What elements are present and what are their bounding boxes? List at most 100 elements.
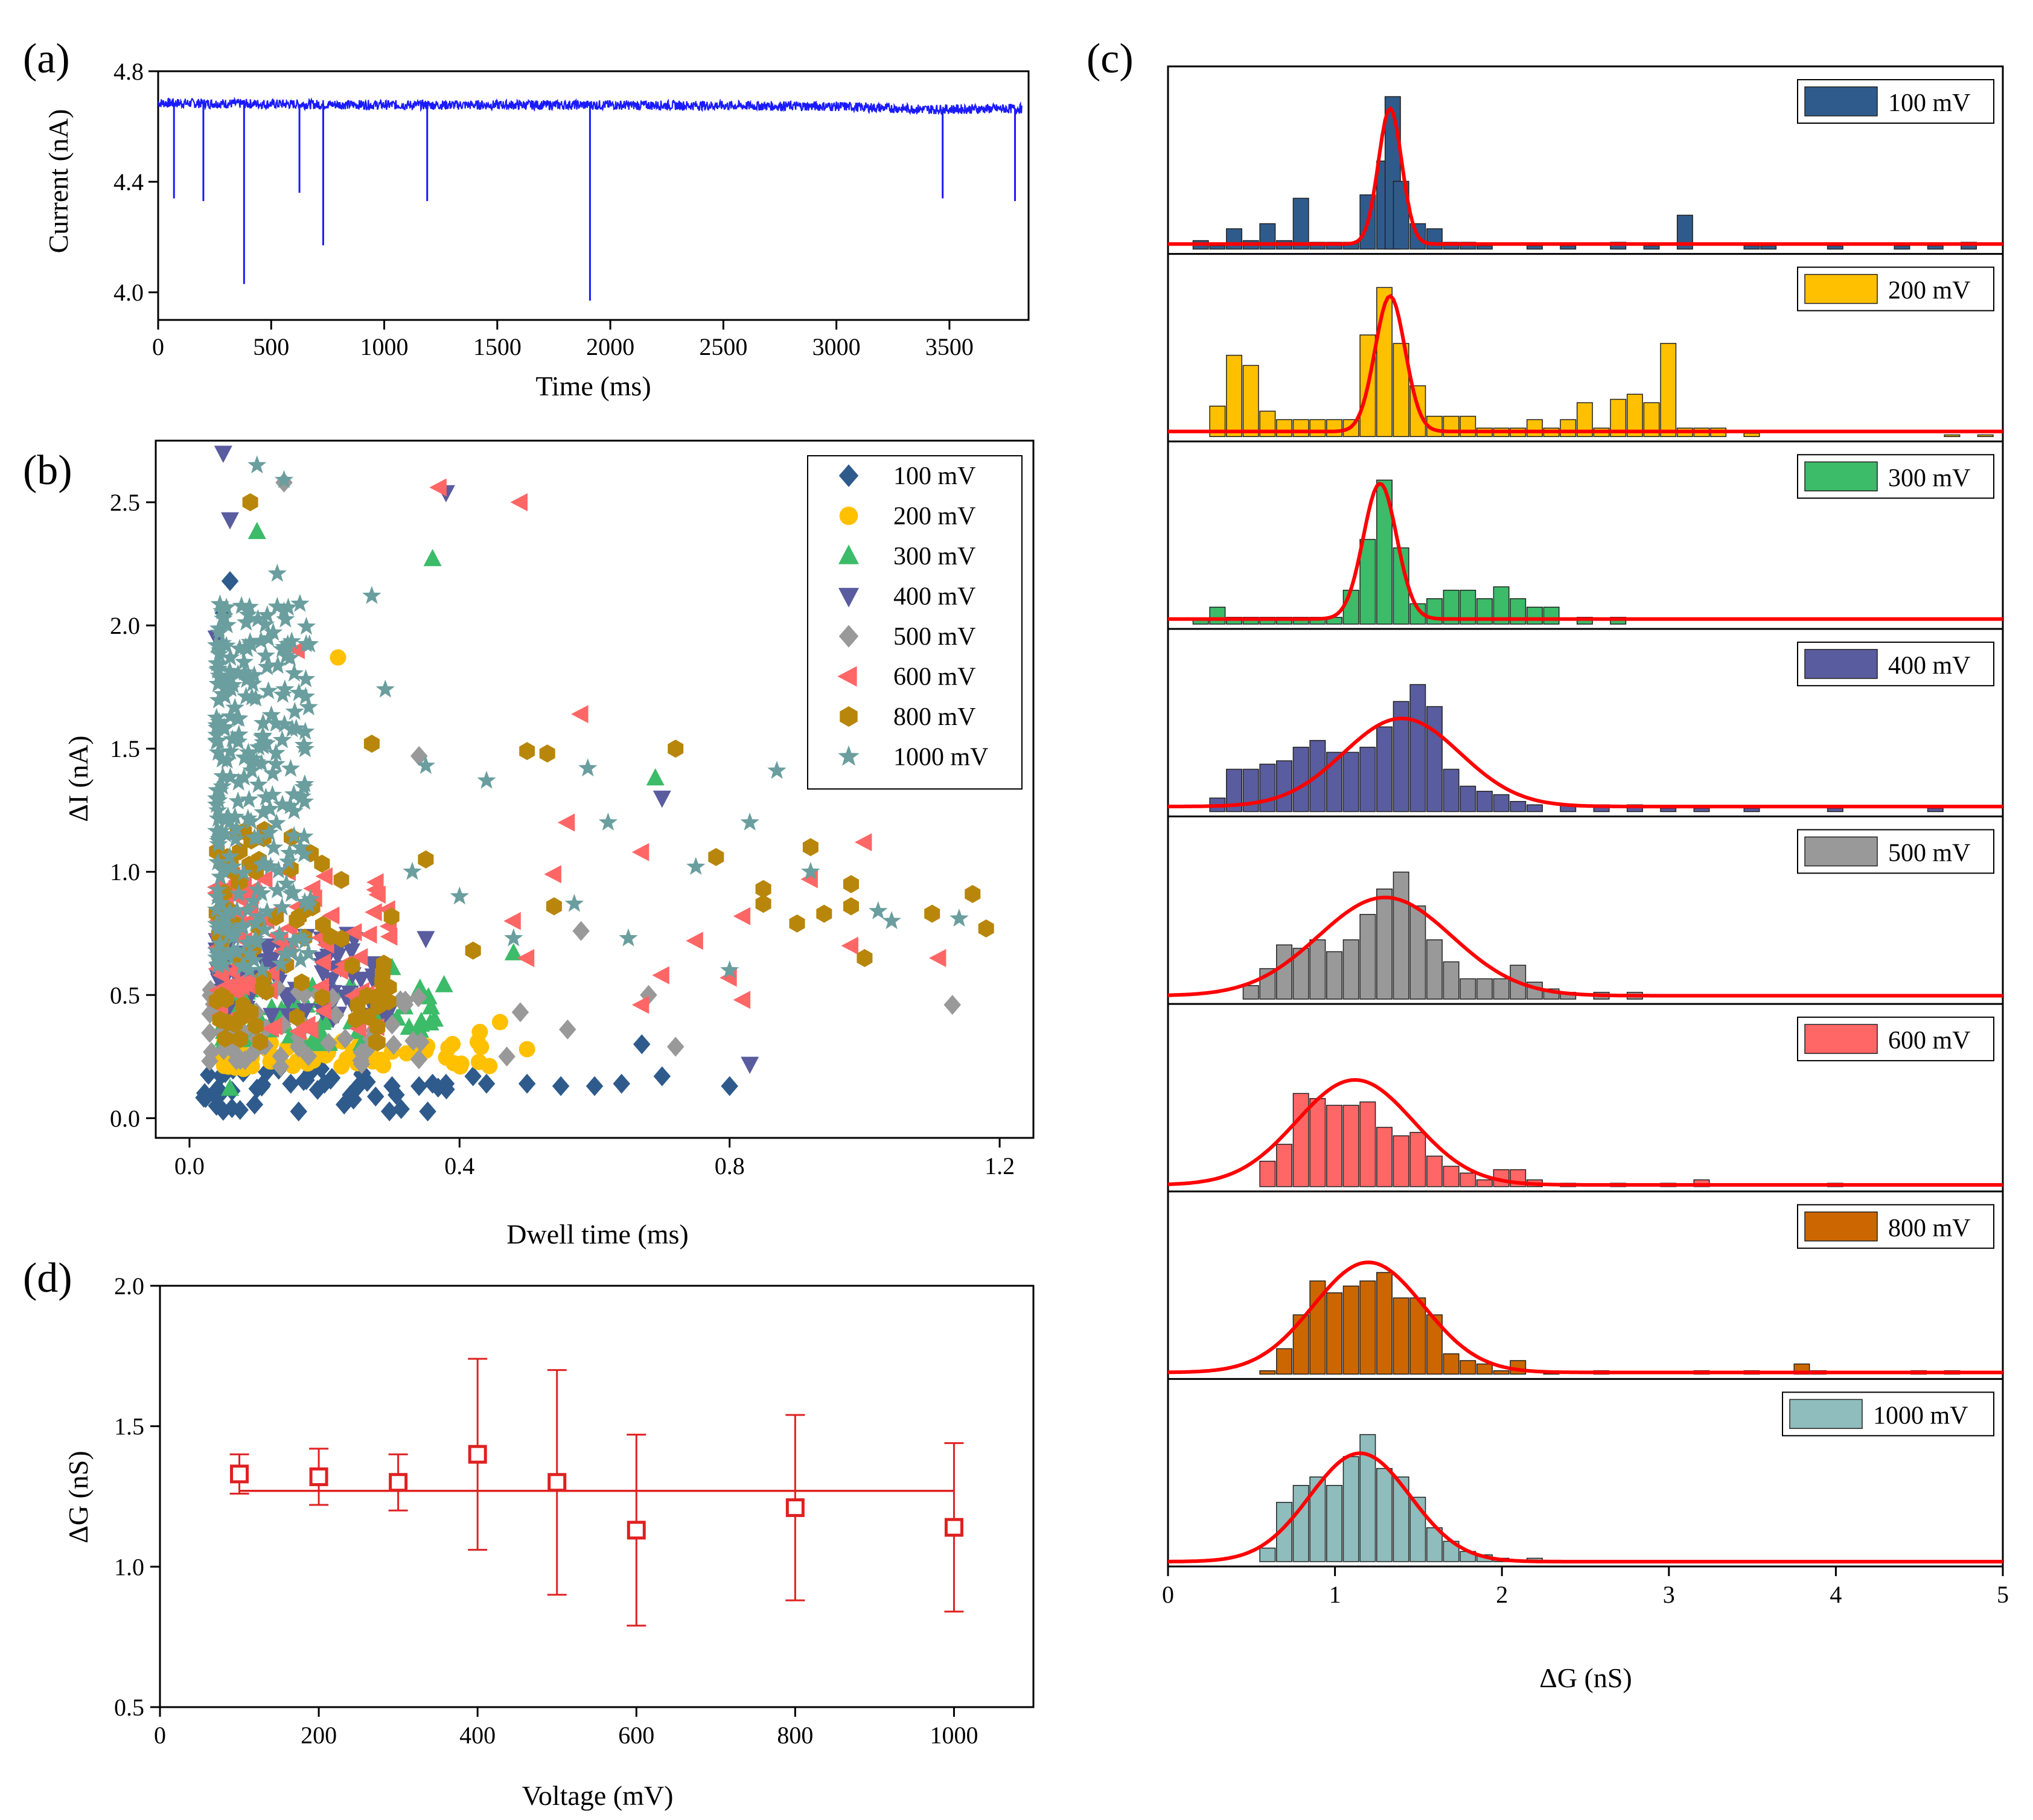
panel-b-point-1000mV: [267, 813, 286, 832]
panel-b-point-1000mV: [237, 933, 257, 951]
panel-c-bar: [1660, 808, 1677, 813]
panel-c-legend-swatch: [1804, 1212, 1878, 1242]
panel-b-point-1000mV: [248, 880, 267, 898]
panel-d-point: [389, 1473, 408, 1492]
panel-b-point-1000mV: [223, 729, 242, 748]
panel-b-point-1000mV: [243, 891, 263, 910]
panel-c-bar: [1342, 1105, 1359, 1187]
panel-b-point-400mV: [653, 790, 671, 808]
panel-b-point-100mV: [231, 1100, 249, 1120]
panel-d-ytick-label: 1.5: [114, 1413, 144, 1440]
panel-b-point-1000mV: [686, 857, 706, 875]
panel-b-legend-marker: [838, 745, 860, 766]
panel-b-ytick-label: 0.0: [110, 1105, 140, 1132]
panel-b-point-100mV: [653, 1066, 671, 1087]
panel-b-point-300mV: [646, 768, 665, 786]
panel-b-point-500mV: [295, 985, 313, 1005]
panel-b-point-1000mV: [477, 770, 496, 789]
panel-b-point-300mV: [304, 1029, 322, 1047]
panel-c-bar: [1292, 747, 1309, 813]
panel-b-point-800mV: [217, 1029, 233, 1048]
panel-b-point-800mV: [843, 875, 859, 893]
panel-b-point-800mV: [349, 996, 366, 1015]
panel-b-point-500mV: [272, 1056, 290, 1077]
panel-b-point-1000mV: [289, 683, 308, 701]
panel-b-point-500mV: [215, 1040, 232, 1061]
panel-b-point-1000mV: [247, 455, 267, 474]
panel-b-point-1000mV: [299, 895, 319, 913]
panel-c-bar: [1460, 785, 1476, 813]
panel-b-point-1000mV: [238, 900, 258, 919]
panel-b-point-500mV: [231, 1050, 249, 1070]
panel-b-point-200mV: [471, 1024, 488, 1041]
panel-b-point-600mV: [289, 1022, 307, 1041]
panel-b-point-600mV: [217, 977, 235, 996]
panel-c-bar: [1977, 434, 1994, 437]
panel-b-point-800mV: [333, 870, 349, 889]
panel-b-point-1000mV: [209, 954, 228, 973]
panel-c-fit-curve: [1168, 293, 2003, 433]
panel-b-point-1000mV: [403, 861, 422, 880]
panel-b-point-1000mV: [223, 675, 243, 694]
panel-c-legend-swatch: [1804, 836, 1878, 867]
panel-b-point-100mV: [248, 1078, 266, 1099]
panel-b-point-1000mV: [295, 892, 314, 910]
panel-b-point-800mV: [857, 949, 873, 968]
panel-b-point-1000mV: [266, 743, 286, 761]
panel-c-bar: [1894, 245, 1910, 250]
panel-c-bar: [1292, 1314, 1309, 1375]
panel-b-point-200mV: [444, 1036, 461, 1053]
panel-b-plot: 0.0 0.4 0.8 1.2 0.0 0.5 1.0 1.5 2.0 2.5 100 mV 200 …: [110, 439, 1035, 1180]
panel-b-point-1000mV: [257, 657, 277, 675]
panel-b-point-600mV: [631, 995, 649, 1014]
panel-a-label: (a): [23, 36, 70, 82]
panel-b-point-1000mV: [257, 901, 277, 920]
panel-b-point-1000mV: [267, 563, 287, 582]
panel-b-point-300mV: [400, 1017, 418, 1035]
panel-b-point-100mV: [336, 1094, 353, 1115]
panel-c-bar: [1342, 752, 1359, 813]
panel-c-bar: [1927, 245, 1944, 250]
panel-c-xtick-label: 1: [1329, 1581, 1341, 1608]
panel-b-point-1000mV: [240, 632, 260, 651]
panel-a-ytick-label: 4.4: [113, 168, 144, 196]
panel-b-point-800mV: [519, 742, 535, 761]
panel-b-point-1000mV: [215, 824, 235, 843]
panel-b-point-1000mV: [214, 915, 234, 933]
panel-c-bar: [1409, 1297, 1426, 1375]
panel-b-point-1000mV: [220, 741, 240, 760]
panel-b-point-600mV: [544, 865, 561, 884]
panel-b-point-1000mV: [949, 908, 969, 927]
panel-a-xtick-label: 3000: [812, 333, 861, 360]
panel-b-point-1000mV: [243, 674, 263, 692]
panel-b-point-100mV: [221, 571, 239, 592]
panel-b-point-1000mV: [280, 843, 299, 861]
panel-b-point-1000mV: [578, 758, 598, 777]
panel-b-point-600mV: [429, 478, 447, 497]
panel-b-point-600mV: [303, 879, 321, 898]
panel-b-point-500mV: [412, 1032, 430, 1052]
panel-b-point-1000mV: [290, 837, 310, 856]
panel-b-point-600mV: [503, 912, 521, 930]
panel-b-point-1000mV: [225, 806, 244, 825]
panel-b-point-1000mV: [263, 785, 282, 803]
panel-b-point-1000mV: [301, 889, 320, 908]
panel-c-bar: [1443, 961, 1460, 1000]
panel-b-point-1000mV: [284, 784, 304, 803]
panel-b-point-400mV: [741, 1056, 759, 1074]
panel-c-bar: [1242, 985, 1259, 1000]
panel-c-bar: [1460, 1360, 1476, 1375]
panel-b-point-100mV: [214, 1100, 232, 1121]
panel-b-point-1000mV: [221, 679, 241, 697]
panel-b-point-1000mV: [228, 791, 247, 810]
panel-b-point-300mV: [221, 1078, 239, 1096]
panel-b-point-1000mV: [217, 636, 236, 654]
panel-b-point-500mV: [498, 1046, 515, 1067]
panel-b-legend-label: 400 mV: [893, 583, 976, 611]
panel-b-point-1000mV: [234, 652, 254, 671]
panel-c-bar: [1259, 764, 1276, 813]
panel-c-bar: [1493, 794, 1510, 813]
panel-b-point-600mV: [510, 493, 528, 511]
panel-c-legend-label: 100 mV: [1888, 89, 1971, 117]
panel-c-fit-curve: [1168, 1451, 2003, 1563]
